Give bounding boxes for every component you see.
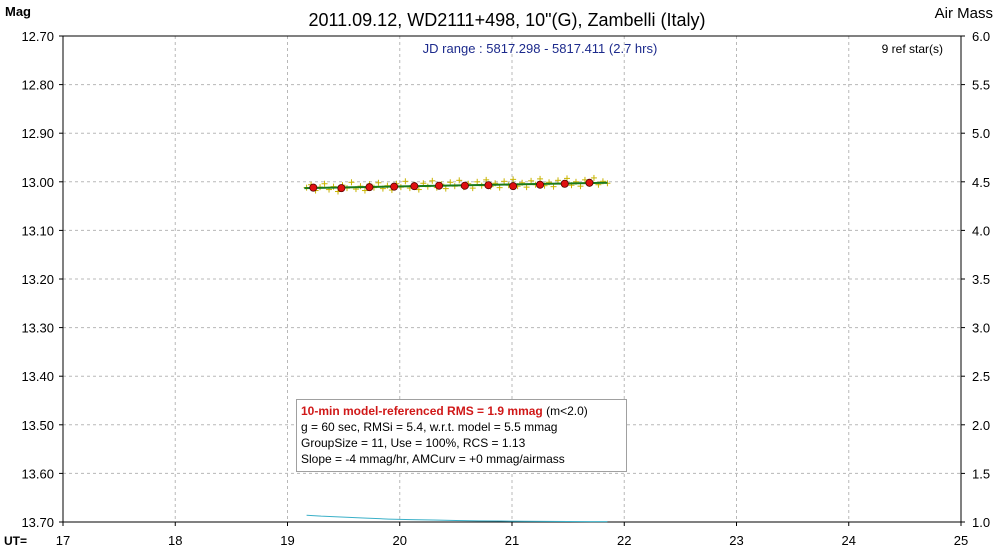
measurement-point [501, 178, 508, 185]
y-tick-label: 13.60 [21, 466, 54, 481]
x-tick-label: 19 [280, 533, 294, 548]
y-tick-label: 13.70 [21, 515, 54, 530]
x-tick-label: 23 [729, 533, 743, 548]
group-average-point [484, 181, 493, 190]
measurement-point [415, 186, 422, 193]
measurement-point [321, 180, 328, 187]
x-axis-prefix: UT= [4, 534, 27, 548]
x-tick-label: 25 [954, 533, 968, 548]
x-tick-label: 17 [56, 533, 70, 548]
group-average-point [309, 183, 318, 192]
group-average-point [410, 182, 419, 191]
ref-stars: 9 ref star(s) [882, 42, 943, 56]
measurement-point [375, 179, 382, 186]
airmass-tick-label: 6.0 [972, 29, 990, 44]
airmass-tick-label: 4.0 [972, 223, 990, 238]
y-tick-label: 13.20 [21, 272, 54, 287]
measurement-point [447, 179, 454, 186]
x-tick-label: 18 [168, 533, 182, 548]
y-tick-label: 13.10 [21, 223, 54, 238]
y-tick-label: 13.30 [21, 321, 54, 336]
group-average-point [460, 181, 469, 190]
axis-ticks: 17 18 19 20 21 22 23 24 25 12.70 12.80 12.90 13.00 13… [21, 29, 990, 548]
group-average-point [585, 178, 594, 187]
airmass-tick-label: 5.0 [972, 126, 990, 141]
measurement-point [456, 177, 463, 184]
measurement-point [474, 178, 481, 185]
stats-line-3: GroupSize = 11, Use = 100%, RCS = 1.13 [301, 436, 526, 450]
stats-line-4: Slope = -4 mmag/hr, AMCurv = +0 mmag/air… [301, 452, 565, 466]
right-axis-label: Air Mass [935, 5, 993, 22]
group-average-point [509, 182, 518, 191]
measurement-point [528, 177, 535, 184]
trend-line [304, 181, 608, 190]
chart-title: 2011.09.12, WD2111+498, 10"(G), Zambelli… [308, 10, 705, 30]
airmass-tick-label: 3.0 [972, 321, 990, 336]
stats-line-2: g = 60 sec, RMSi = 5.4, w.r.t. model = 5… [301, 420, 558, 434]
measurement-point [483, 176, 490, 183]
y-tick-label: 12.80 [21, 78, 54, 93]
airmass-tick-label: 1.5 [972, 466, 990, 481]
y-tick-label: 13.40 [21, 369, 54, 384]
data-marks [303, 174, 611, 523]
rms-value: 10-min model-referenced RMS = 1.9 mmag [301, 404, 543, 418]
rms-note: (m<2.0) [542, 404, 588, 418]
measurement-point [429, 177, 436, 184]
group-average-point [365, 183, 374, 192]
airmass-tick-label: 5.5 [972, 78, 990, 93]
airmass-tick-label: 1.0 [972, 515, 990, 530]
stats-box: 10-min model-referenced RMS = 1.9 mmag (… [296, 399, 627, 472]
group-average-point [560, 179, 569, 188]
y-tick-label: 13.50 [21, 418, 54, 433]
x-tick-label: 24 [842, 533, 856, 548]
measurement-point [361, 187, 368, 194]
group-average-point [337, 184, 346, 193]
stats-line-rms: 10-min model-referenced RMS = 1.9 mmag (… [301, 403, 622, 419]
grid [63, 36, 961, 522]
measurement-point [510, 176, 517, 183]
x-tick-label: 20 [393, 533, 407, 548]
x-tick-label: 21 [505, 533, 519, 548]
measurement-point [564, 175, 571, 182]
airmass-line [306, 514, 608, 523]
y-tick-label: 13.00 [21, 175, 54, 190]
group-average-point [390, 182, 399, 191]
measurement-point [402, 178, 409, 185]
airmass-tick-label: 4.5 [972, 175, 990, 190]
airmass-tick-label: 3.5 [972, 272, 990, 287]
group-average-point [435, 181, 444, 190]
measurement-point [555, 177, 562, 184]
jd-range: JD range : 5817.298 - 5817.411 (2.7 hrs) [423, 41, 658, 56]
airmass-tick-label: 2.0 [972, 418, 990, 433]
group-average-point [536, 180, 545, 189]
measurement-point [348, 179, 355, 186]
x-tick-label: 22 [617, 533, 631, 548]
y-tick-label: 12.70 [21, 29, 54, 44]
measurement-point [590, 174, 597, 181]
airmass-tick-label: 2.5 [972, 369, 990, 384]
y-tick-label: 12.90 [21, 126, 54, 141]
left-axis-label: Mag [5, 4, 31, 19]
